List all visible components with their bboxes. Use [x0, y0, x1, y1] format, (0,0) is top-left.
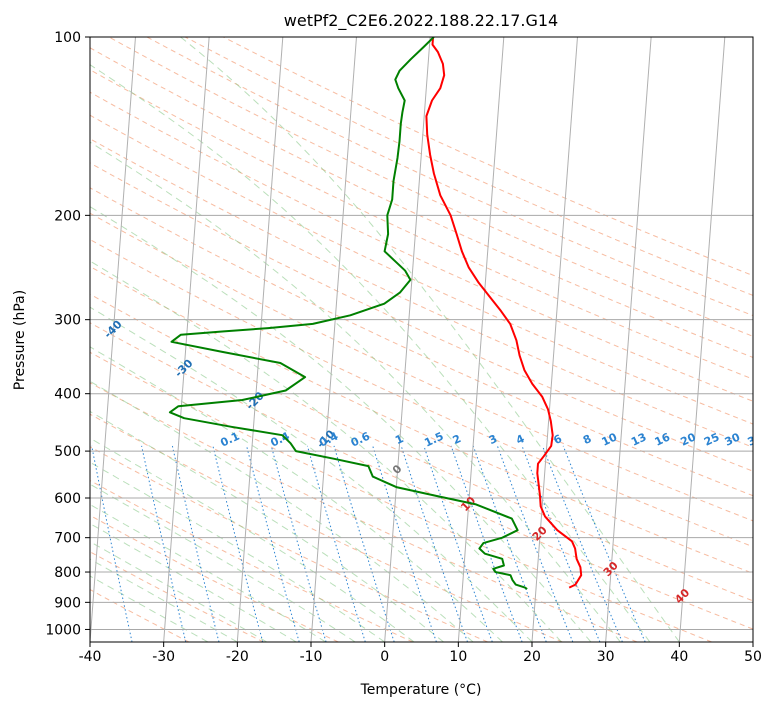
x-tick-label: 50 — [744, 649, 762, 665]
background-lines — [90, 37, 753, 642]
mixing-ratio-label: 16 — [653, 430, 673, 448]
y-tick-label: 500 — [54, 444, 81, 460]
x-tick-label: -10 — [300, 649, 323, 665]
dry-adiabat — [90, 138, 753, 448]
moist-adiabat — [90, 260, 562, 642]
temperature-profile — [425, 37, 583, 589]
mixing-ratio-label: 36 — [746, 430, 766, 448]
isotherm — [310, 37, 357, 642]
x-tick-label: 20 — [523, 649, 541, 665]
isotherm — [384, 37, 431, 642]
dry-adiabat — [90, 187, 753, 497]
mixing-ratio-line — [450, 445, 523, 642]
y-tick-label: 300 — [54, 313, 81, 329]
x-tick-label: -40 — [79, 649, 102, 665]
dry-adiabat — [90, 446, 488, 642]
dry-adiabat — [90, 351, 712, 642]
moist-adiabat — [90, 558, 238, 642]
mixing-ratio-label: 10 — [600, 430, 620, 448]
dry-adiabat — [90, 293, 753, 602]
mixing-ratio-line — [306, 445, 366, 642]
moist-adiabat — [90, 206, 592, 642]
x-tick-label: 30 — [597, 649, 615, 665]
x-tick-label: 40 — [670, 649, 688, 665]
x-tick-label: -20 — [226, 649, 249, 665]
mixing-ratio-line — [372, 445, 437, 642]
x-axis-label: Temperature (°C) — [360, 682, 482, 698]
moist-adiabat — [90, 141, 621, 642]
plot-area: -100-90-80-70-60-50-40-30-20-10010203040… — [90, 37, 766, 642]
mixing-ratio-line — [423, 445, 493, 642]
isotherm — [457, 37, 505, 642]
y-axis-label: Pressure (hPa) — [12, 290, 28, 390]
isotherm — [531, 37, 578, 642]
y-tick-label: 400 — [54, 387, 81, 403]
x-tick-label: -30 — [152, 649, 175, 665]
moist-adiabat — [90, 64, 651, 642]
profile-series — [168, 37, 583, 590]
x-tick-label: 10 — [449, 649, 467, 665]
mixing-ratio-line — [91, 445, 133, 642]
mixing-ratio-line — [212, 445, 264, 642]
moist-adiabat — [90, 306, 533, 642]
moist-adiabat — [90, 575, 209, 642]
moist-adiabat — [90, 346, 503, 642]
y-tick-label: 200 — [54, 208, 81, 224]
mixing-ratio-label: 20 — [678, 430, 698, 448]
chart-title: wetPf2_C2E6.2022.188.22.17.G14 — [284, 11, 558, 31]
moist-adiabat — [90, 380, 474, 642]
mixing-ratio-line — [270, 445, 327, 642]
dry-adiabat — [90, 238, 753, 548]
mixing-ratio-label: 13 — [629, 430, 648, 448]
y-tick-label: 900 — [54, 595, 81, 611]
dry-adiabat — [90, 588, 190, 642]
mixing-ratio-line — [171, 445, 220, 642]
y-tick-label: 1000 — [45, 622, 81, 638]
mixing-ratio-line — [400, 445, 468, 642]
plot-frame — [89, 36, 754, 643]
dry-adiabat — [108, 37, 753, 337]
moist-adiabat — [90, 461, 385, 642]
dry-adiabat — [184, 37, 753, 296]
isotherm — [90, 37, 136, 642]
moist-adiabat — [90, 483, 356, 642]
dry-adiabat — [90, 47, 753, 358]
isotherm — [236, 37, 284, 642]
mixing-ratio-line — [141, 445, 187, 642]
isotherm — [163, 37, 210, 642]
mixing-ratio-label: 30 — [723, 430, 743, 448]
y-tick-label: 700 — [54, 531, 81, 547]
mixing-ratio-line — [246, 445, 300, 642]
y-tick-label: 800 — [54, 565, 81, 581]
mixing-ratio-label: 25 — [702, 430, 721, 448]
moist-adiabat — [180, 37, 680, 642]
isotherm — [678, 37, 726, 642]
mixing-ratio-line — [562, 445, 646, 642]
dry-adiabat — [90, 212, 753, 522]
axes: -40 -30 -20 -10 0 10 20 30 40 50 100 200 300 400 500 60… — [45, 30, 762, 665]
isotherm-lines — [90, 37, 753, 642]
pressure-gridlines — [90, 37, 753, 630]
dry-adiabat — [90, 91, 753, 402]
moist-adiabat — [90, 541, 268, 642]
x-tick-label: 0 — [380, 649, 389, 665]
dry-adiabat — [90, 382, 638, 642]
dry-adiabat — [90, 551, 264, 642]
isotherm — [605, 37, 652, 642]
dewpoint-profile — [168, 37, 528, 590]
y-tick-label: 100 — [54, 30, 81, 46]
y-tick-label: 600 — [54, 491, 81, 507]
